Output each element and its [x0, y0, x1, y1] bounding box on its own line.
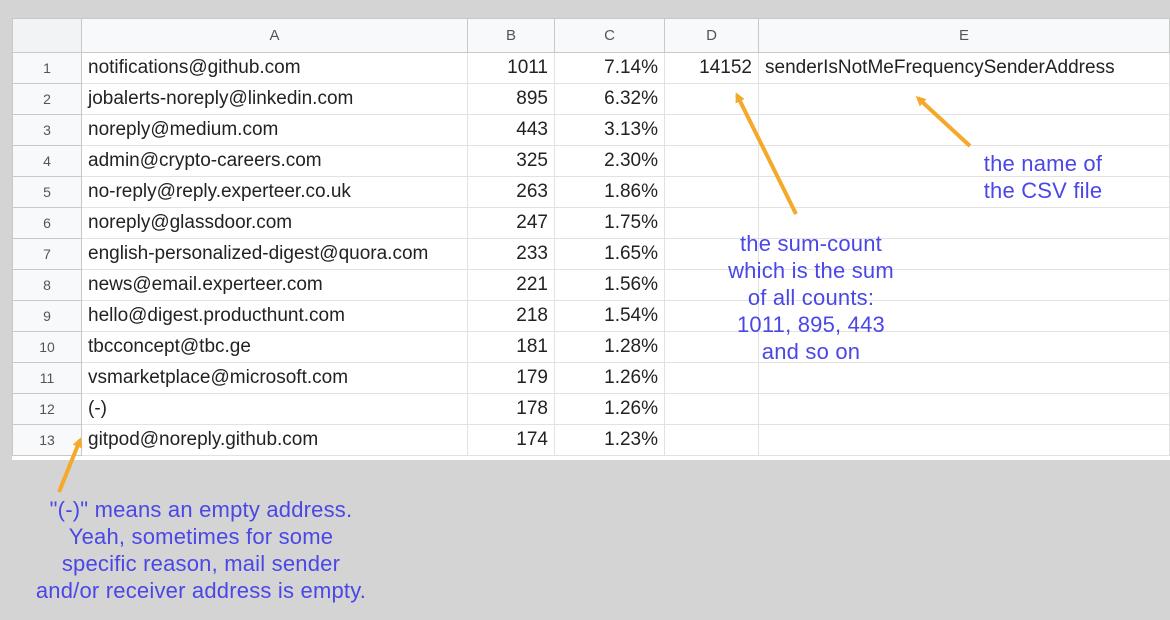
- annotation-sum-count: the sum-count which is the sum of all co…: [700, 230, 922, 365]
- cell-b[interactable]: 895: [467, 83, 555, 115]
- cell-b[interactable]: 221: [467, 269, 555, 301]
- cell-c[interactable]: 1.54%: [554, 300, 665, 332]
- spreadsheet-grid: A B C D E 1 notifications@github.com 1011 7…: [12, 18, 1170, 456]
- row-number[interactable]: 2: [12, 83, 82, 115]
- cell-e[interactable]: [758, 300, 1170, 332]
- spreadsheet: A B C D E 1 notifications@github.com 1011 7…: [12, 18, 1170, 460]
- cell-d[interactable]: [664, 393, 759, 425]
- row-number[interactable]: 3: [12, 114, 82, 146]
- cell-e[interactable]: [758, 207, 1170, 239]
- cell-d[interactable]: [664, 145, 759, 177]
- row-number[interactable]: 4: [12, 145, 82, 177]
- cell-c[interactable]: 7.14%: [554, 52, 665, 84]
- column-header-row: A B C D E: [12, 18, 1170, 53]
- arrow-to-csv-name: [915, 95, 972, 148]
- cell-b[interactable]: 263: [467, 176, 555, 208]
- cell-a[interactable]: tbcconcept@tbc.ge: [81, 331, 468, 363]
- cell-d[interactable]: 14152: [664, 52, 759, 84]
- cell-e[interactable]: senderIsNotMeFrequencySenderAddress: [758, 52, 1170, 84]
- cell-c[interactable]: 1.75%: [554, 207, 665, 239]
- cell-b[interactable]: 181: [467, 331, 555, 363]
- row-number[interactable]: 5: [12, 176, 82, 208]
- table-row: 4 admin@crypto-careers.com 325 2.30%: [12, 145, 1170, 177]
- annotation-line: 1011, 895, 443: [737, 312, 885, 337]
- cell-a[interactable]: noreply@glassdoor.com: [81, 207, 468, 239]
- annotation-line: specific reason, mail sender: [61, 551, 341, 576]
- annotation-line: "(-)" means an empty address.: [49, 497, 353, 522]
- cell-d[interactable]: [664, 362, 759, 394]
- annotation-line: which is the sum: [728, 258, 894, 283]
- table-row: 6 noreply@glassdoor.com 247 1.75%: [12, 207, 1170, 239]
- table-row: 1 notifications@github.com 1011 7.14% 14152 s…: [12, 52, 1170, 84]
- cell-c[interactable]: 1.23%: [554, 424, 665, 456]
- table-row: 9 hello@digest.producthunt.com 218 1.54%: [12, 300, 1170, 332]
- cell-b[interactable]: 178: [467, 393, 555, 425]
- row-number[interactable]: 10: [12, 331, 82, 363]
- annotation-line: Yeah, sometimes for some: [68, 524, 334, 549]
- cell-d[interactable]: [664, 176, 759, 208]
- cell-e[interactable]: [758, 176, 1170, 208]
- table-row: 13 gitpod@noreply.github.com 174 1.23%: [12, 424, 1170, 456]
- cell-c[interactable]: 6.32%: [554, 83, 665, 115]
- annotation-line: and so on: [761, 339, 861, 364]
- cell-d[interactable]: [664, 331, 759, 363]
- cell-a[interactable]: vsmarketplace@microsoft.com: [81, 362, 468, 394]
- cell-c[interactable]: 1.28%: [554, 331, 665, 363]
- annotation-line: the CSV file: [983, 178, 1103, 203]
- table-row: 3 noreply@medium.com 443 3.13%: [12, 114, 1170, 146]
- column-header-c[interactable]: C: [554, 18, 665, 53]
- cell-c[interactable]: 1.26%: [554, 362, 665, 394]
- row-number[interactable]: 7: [12, 238, 82, 270]
- column-header-a[interactable]: A: [81, 18, 468, 53]
- row-number[interactable]: 6: [12, 207, 82, 239]
- cell-b[interactable]: 174: [467, 424, 555, 456]
- annotation-line: the sum-count: [739, 231, 882, 256]
- table-row: 5 no-reply@reply.experteer.co.uk 263 1.86%: [12, 176, 1170, 208]
- table-row: 7 english-personalized-digest@quora.com 23…: [12, 238, 1170, 270]
- row-number[interactable]: 11: [12, 362, 82, 394]
- arrow-to-empty-address: [57, 437, 83, 493]
- cell-a[interactable]: gitpod@noreply.github.com: [81, 424, 468, 456]
- cell-a[interactable]: admin@crypto-careers.com: [81, 145, 468, 177]
- cell-d[interactable]: [664, 238, 759, 270]
- annotation-empty-address: "(-)" means an empty address. Yeah, some…: [12, 496, 390, 604]
- table-row: 8 news@email.experteer.com 221 1.56%: [12, 269, 1170, 301]
- cell-a[interactable]: english-personalized-digest@quora.com: [81, 238, 468, 270]
- annotation-csv-name: the name of the CSV file: [958, 150, 1128, 204]
- arrow-to-sum-count: [735, 92, 798, 215]
- table-row: 12 (-) 178 1.26%: [12, 393, 1170, 425]
- cell-a[interactable]: hello@digest.producthunt.com: [81, 300, 468, 332]
- cell-b[interactable]: 247: [467, 207, 555, 239]
- table-row: 11 vsmarketplace@microsoft.com 179 1.26%: [12, 362, 1170, 394]
- select-all-corner[interactable]: [12, 18, 82, 53]
- row-number[interactable]: 13: [12, 424, 82, 456]
- column-header-d[interactable]: D: [664, 18, 759, 53]
- cell-a[interactable]: notifications@github.com: [81, 52, 468, 84]
- cell-a[interactable]: news@email.experteer.com: [81, 269, 468, 301]
- cell-b[interactable]: 218: [467, 300, 555, 332]
- cell-e[interactable]: [758, 269, 1170, 301]
- cell-c[interactable]: 1.26%: [554, 393, 665, 425]
- row-number[interactable]: 1: [12, 52, 82, 84]
- annotation-line: of all counts:: [747, 285, 875, 310]
- cell-d[interactable]: [664, 424, 759, 456]
- cell-e[interactable]: [758, 424, 1170, 456]
- row-number[interactable]: 12: [12, 393, 82, 425]
- cell-c[interactable]: 1.86%: [554, 176, 665, 208]
- cell-b[interactable]: 443: [467, 114, 555, 146]
- annotation-line: and/or receiver address is empty.: [35, 578, 367, 603]
- table-row: 10 tbcconcept@tbc.ge 181 1.28%: [12, 331, 1170, 363]
- cell-c[interactable]: 1.65%: [554, 238, 665, 270]
- annotation-line: the name of: [983, 151, 1103, 176]
